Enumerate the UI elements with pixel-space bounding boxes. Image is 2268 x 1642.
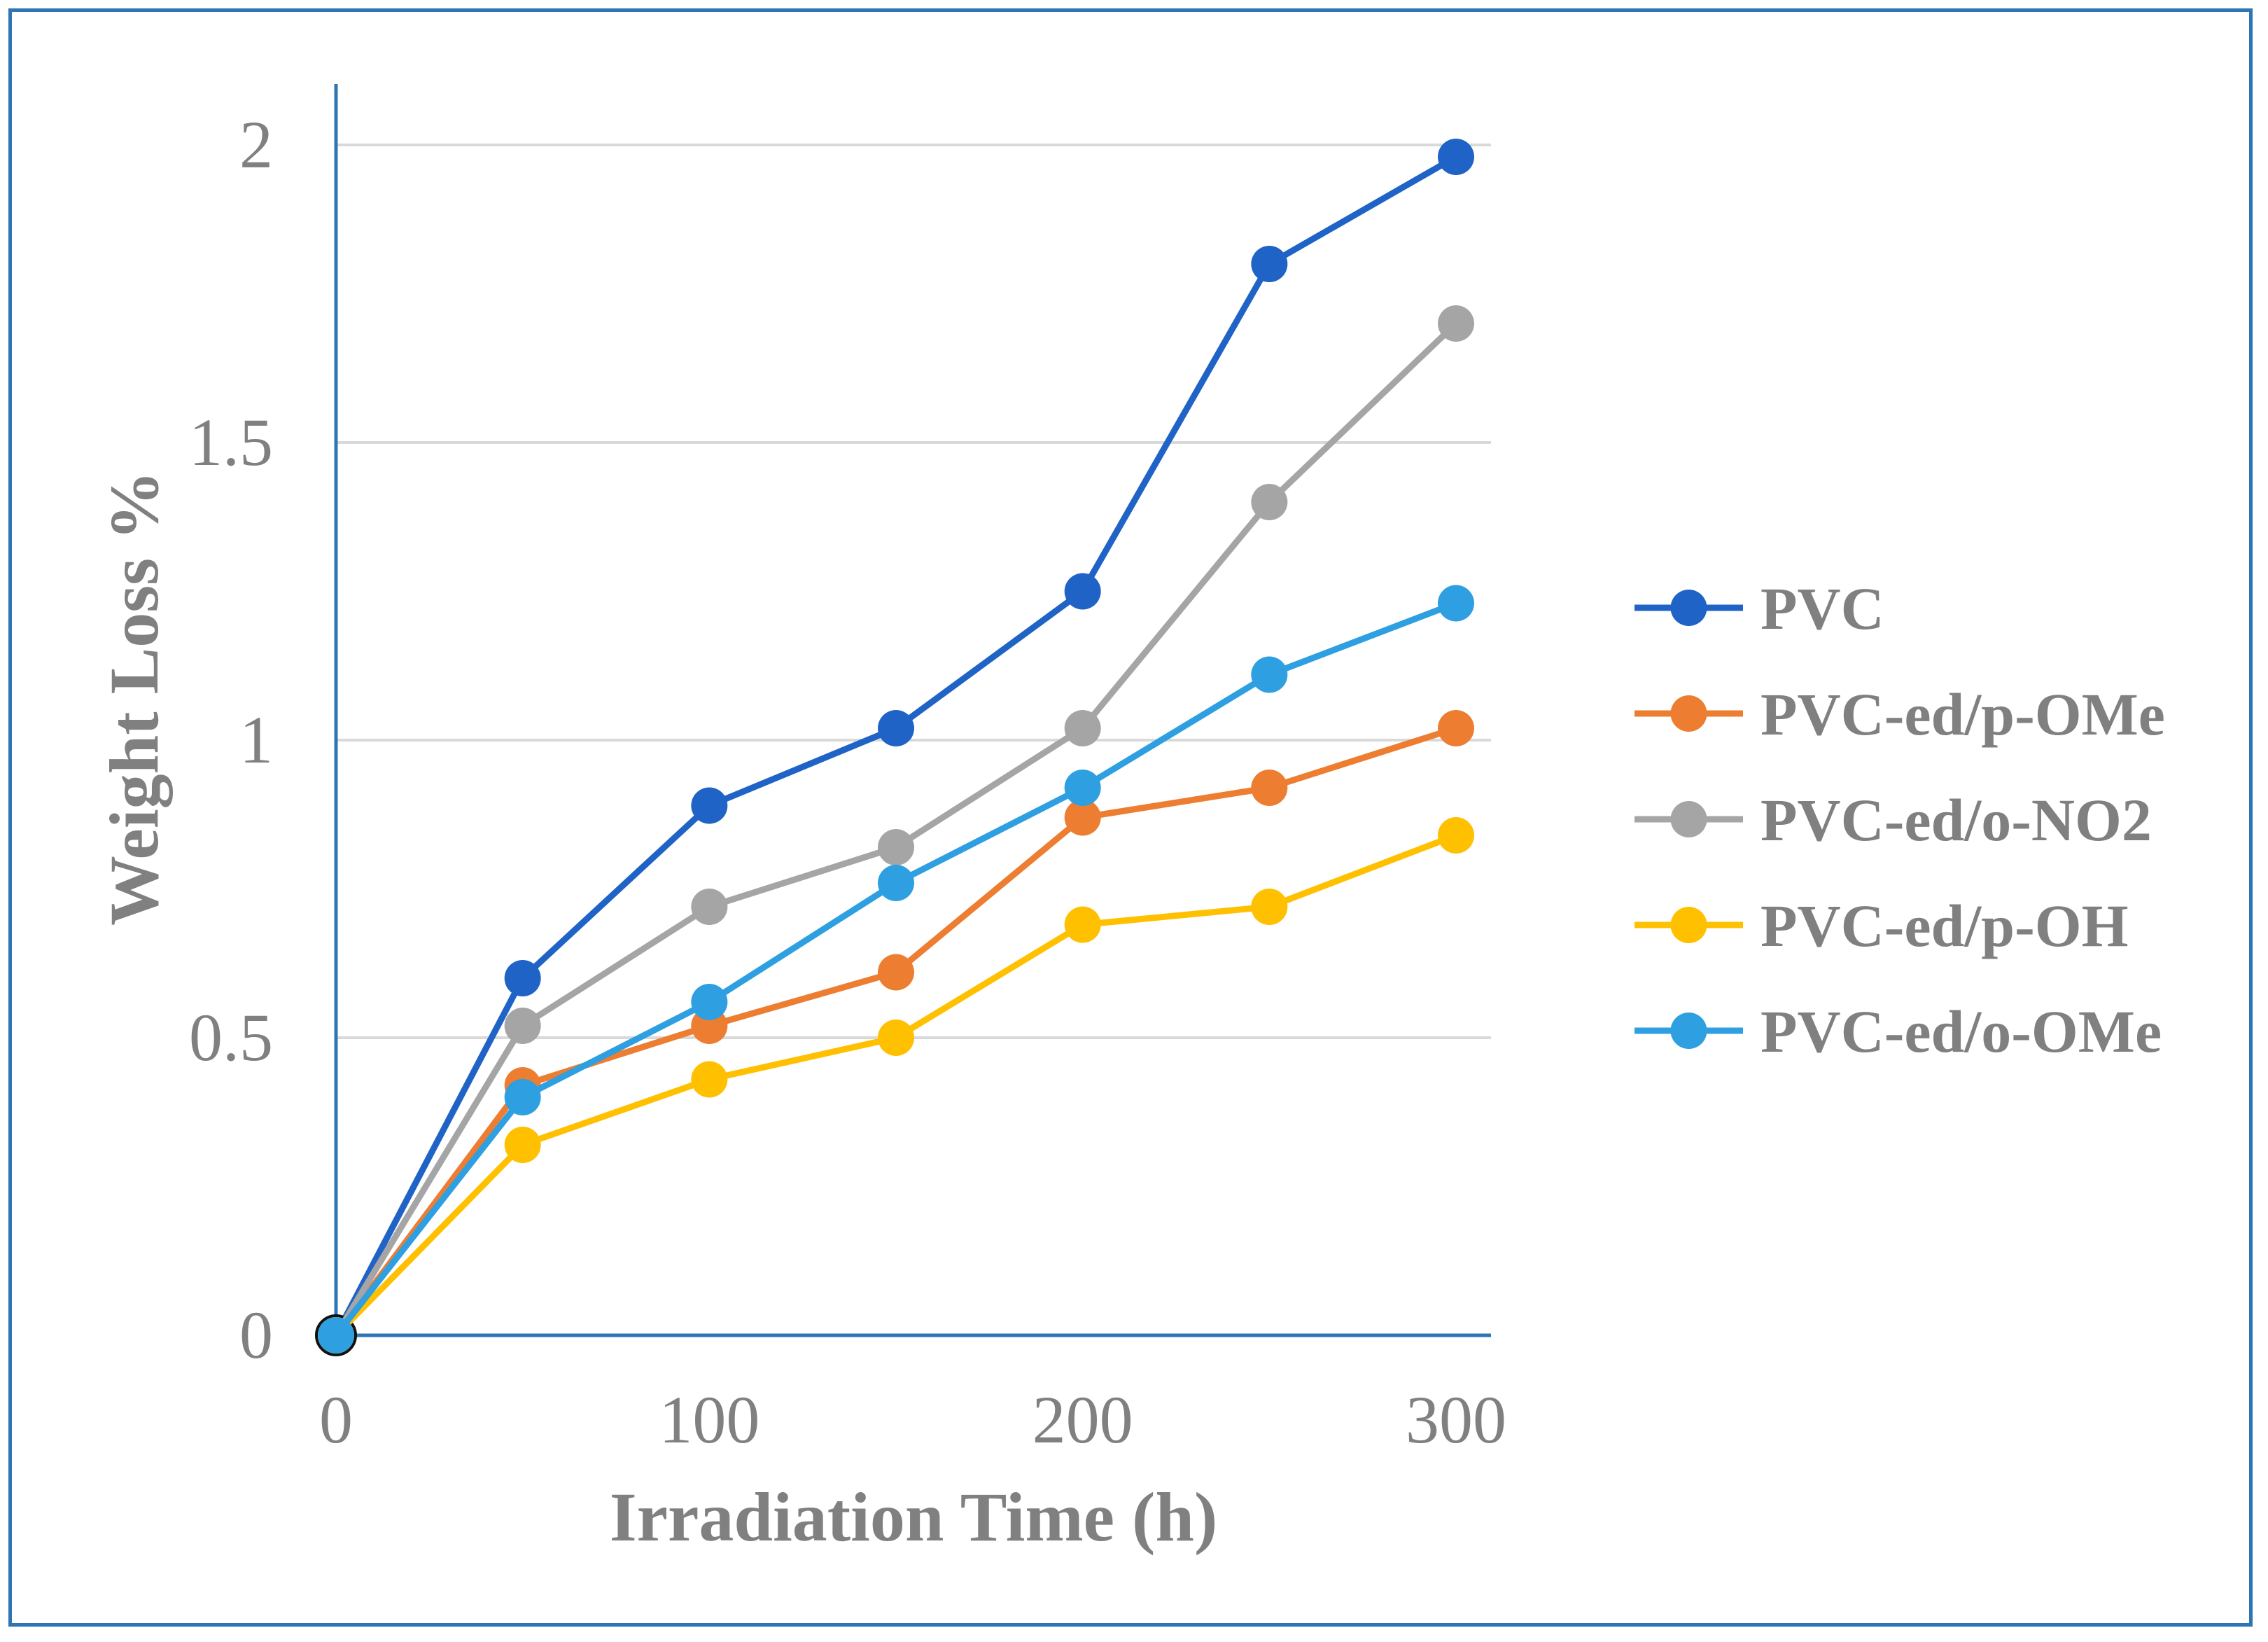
x-tick-label-1: 100	[659, 1382, 760, 1457]
point-0-5	[1251, 246, 1288, 282]
x-tick-labels: 0 100 200 300	[319, 1382, 1506, 1457]
y-tick-label-3: 1.5	[189, 405, 273, 480]
point-4-1	[504, 1079, 541, 1115]
y-tick-label-1: 0.5	[189, 1000, 273, 1075]
legend-label-3: PVC-ed/p-OH	[1760, 892, 2129, 959]
series-line-3	[333, 832, 1457, 1338]
legend-label-2: PVC-ed/o-NO2	[1760, 786, 2152, 854]
legend-label-0: PVC	[1760, 575, 1884, 642]
point-1-3	[878, 954, 914, 991]
point-0-2	[691, 787, 728, 824]
point-2-4	[1064, 710, 1101, 746]
x-tick-label-2: 200	[1032, 1382, 1133, 1457]
point-2-2	[691, 889, 728, 925]
y-tick-label-2: 1	[239, 702, 273, 777]
y-tick-label-4: 2	[239, 107, 273, 182]
y-tick-label-0: 0	[239, 1297, 273, 1372]
axes	[334, 84, 1491, 1337]
point-3-2	[691, 1061, 728, 1098]
point-1-4	[1064, 799, 1101, 836]
series-2	[318, 305, 1474, 1354]
point-1-5	[1251, 770, 1288, 806]
point-4-2	[691, 984, 728, 1020]
legend-item-3: PVC-ed/p-OH	[1634, 892, 2129, 959]
legend-item-1: PVC-ed/p-OMe	[1634, 681, 2165, 748]
legend-label-1: PVC-ed/p-OMe	[1760, 681, 2165, 748]
x-tick-label-3: 300	[1406, 1382, 1506, 1457]
point-0-1	[504, 960, 541, 996]
point-2-6	[1438, 305, 1474, 342]
point-0-3	[878, 710, 914, 746]
x-tick-label-0: 0	[319, 1382, 353, 1457]
y-tick-labels: 0 0.5 1 1.5 2	[189, 107, 273, 1372]
point-2-3	[878, 829, 914, 865]
point-3-5	[1251, 889, 1288, 925]
point-0-6	[1438, 139, 1474, 175]
point-4-6	[1438, 585, 1474, 622]
legend-swatch-marker-4	[1670, 1013, 1707, 1049]
point-4-3	[878, 865, 914, 901]
point-2-5	[1251, 484, 1288, 520]
point-4-4	[1064, 770, 1101, 806]
legend: PVC PVC-ed/p-OMe PVC-ed/o-NO2 PVC-ed/p-OH PV…	[1634, 575, 2165, 1065]
legend-swatch-marker-2	[1670, 801, 1707, 837]
y-axis-title: Weight Loss %	[95, 471, 173, 926]
series-4	[318, 585, 1474, 1354]
series-0	[315, 139, 1474, 1356]
point-0-4	[1064, 573, 1101, 610]
point-3-3	[878, 1020, 914, 1056]
point-3-1	[504, 1127, 541, 1163]
legend-swatch-marker-0	[1670, 590, 1707, 626]
point-4-0	[318, 1317, 354, 1354]
legend-label-4: PVC-ed/o-OMe	[1760, 998, 2162, 1065]
point-3-6	[1438, 817, 1474, 854]
x-axis-title: Irradiation Time (h)	[610, 1478, 1218, 1556]
point-1-6	[1438, 710, 1474, 746]
legend-item-2: PVC-ed/o-NO2	[1634, 786, 2152, 854]
legend-item-0: PVC	[1634, 575, 1884, 642]
legend-item-4: PVC-ed/o-OMe	[1634, 998, 2162, 1065]
point-4-5	[1251, 656, 1288, 693]
point-2-1	[504, 1008, 541, 1044]
chart-frame	[8, 8, 2253, 1627]
legend-swatch-marker-3	[1670, 907, 1707, 943]
legend-swatch-marker-1	[1670, 695, 1707, 732]
series-lines	[315, 139, 1474, 1356]
gridlines	[336, 144, 1491, 1039]
point-3-4	[1064, 906, 1101, 943]
